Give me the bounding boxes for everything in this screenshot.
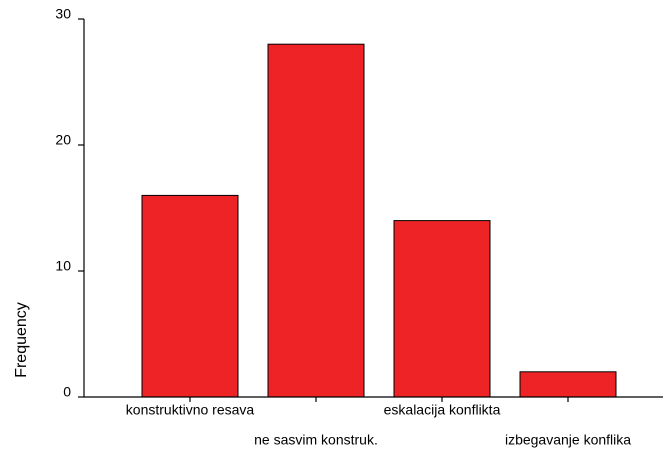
x-tick-label: konstruktivno resava (126, 402, 255, 418)
bar (519, 371, 617, 398)
x-tick-label: ne sasvim konstruk. (254, 432, 378, 448)
y-tick-label: 10 (55, 258, 71, 274)
y-axis-label: Frequency (13, 302, 30, 378)
bar (267, 43, 365, 398)
y-tick-label: 0 (63, 384, 71, 400)
y-tick-label: 30 (55, 6, 71, 22)
x-tick-label: eskalacija konflikta (384, 402, 501, 418)
y-tick-label: 20 (55, 132, 71, 148)
bar (141, 194, 239, 398)
bar (393, 220, 491, 398)
x-tick-label: izbegavanje konflika (505, 432, 631, 448)
